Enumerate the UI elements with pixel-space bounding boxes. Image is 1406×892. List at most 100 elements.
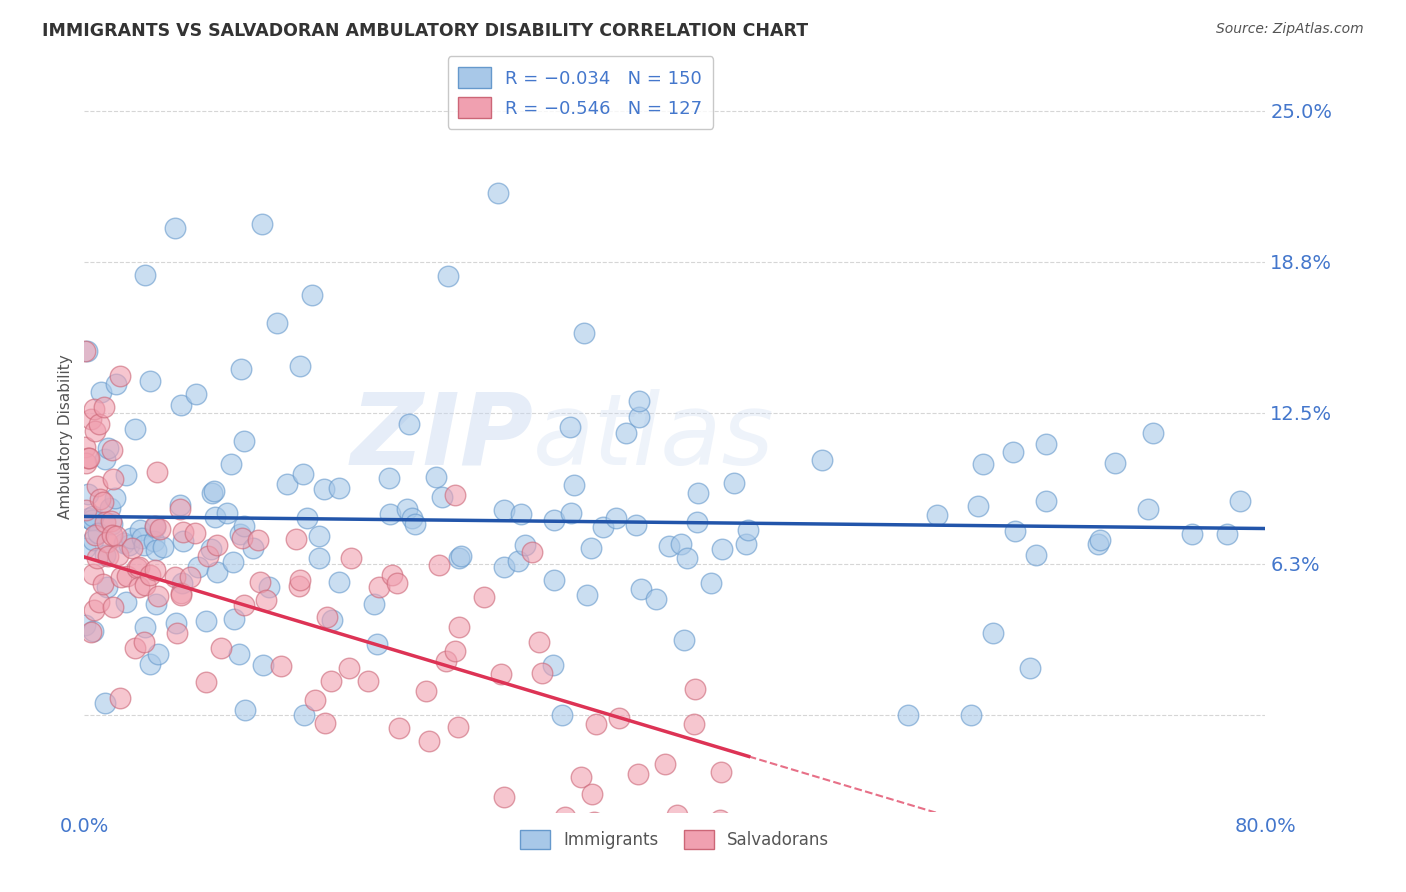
Point [75,343,97,358]
Point [450,549,472,564]
Point [700,576,723,591]
Point [100,515,122,529]
Point [90,384,112,399]
Point [134,268,156,283]
Point [219,458,242,472]
Point [644,591,666,606]
Point [607,711,630,725]
Point [145,597,167,611]
Point [427,558,450,573]
Point [560,506,582,520]
Point [734,537,756,551]
Point [557,829,579,843]
Text: Source: ZipAtlas.com: Source: ZipAtlas.com [1216,22,1364,37]
Point [91,577,114,591]
Point [132,635,155,649]
Point [143,518,166,533]
Point [543,573,565,587]
Point [575,588,598,602]
Point [524,823,547,838]
Point [124,640,146,655]
Point [170,575,193,590]
Point [129,523,152,537]
Point [82,508,104,523]
Point [1229,494,1251,508]
Point [914,829,936,843]
Point [257,580,280,594]
Point [1001,445,1024,459]
Point [530,829,553,843]
Point [242,541,264,556]
Point [228,647,250,661]
Point [75,503,97,517]
Point [169,501,191,516]
Point [233,703,256,717]
Point [204,484,226,499]
Point [145,466,167,480]
Point [682,829,704,843]
Point [1025,548,1047,562]
Point [292,708,315,723]
Point [73,440,96,454]
Point [605,511,627,525]
Point [247,533,270,547]
Point [1142,425,1164,440]
Point [662,829,685,843]
Point [125,561,148,575]
Point [200,542,222,557]
Point [163,220,186,235]
Point [270,659,292,673]
Point [626,767,648,781]
Point [184,526,207,541]
Point [733,829,755,843]
Point [101,528,124,542]
Point [80,513,103,527]
Point [145,542,167,557]
Point [315,610,337,624]
Legend: Immigrants, Salvadorans: Immigrants, Salvadorans [513,823,837,855]
Point [434,654,457,668]
Point [288,573,311,587]
Point [650,829,672,843]
Point [96,535,118,549]
Point [491,666,513,681]
Point [77,450,100,465]
Point [170,586,193,600]
Point [107,548,129,562]
Point [616,828,638,842]
Point [562,478,585,492]
Point [204,510,226,524]
Point [328,575,350,590]
Point [179,570,201,584]
Point [93,451,115,466]
Point [737,524,759,538]
Point [98,500,121,515]
Point [967,499,990,513]
Point [134,578,156,592]
Point [972,457,994,471]
Point [128,580,150,594]
Point [89,417,111,432]
Point [79,412,101,426]
Point [527,635,550,649]
Point [385,576,408,591]
Point [1181,527,1204,541]
Point [723,475,745,490]
Point [124,422,146,436]
Point [531,666,554,681]
Point [101,472,124,486]
Point [328,482,350,496]
Point [627,410,650,425]
Point [367,580,389,594]
Point [249,574,271,589]
Point [437,269,460,284]
Point [472,591,495,605]
Point [811,453,834,467]
Point [494,560,516,574]
Point [1137,502,1160,516]
Point [981,626,1004,640]
Point [152,540,174,554]
Point [711,541,734,556]
Point [139,568,162,582]
Point [146,589,169,603]
